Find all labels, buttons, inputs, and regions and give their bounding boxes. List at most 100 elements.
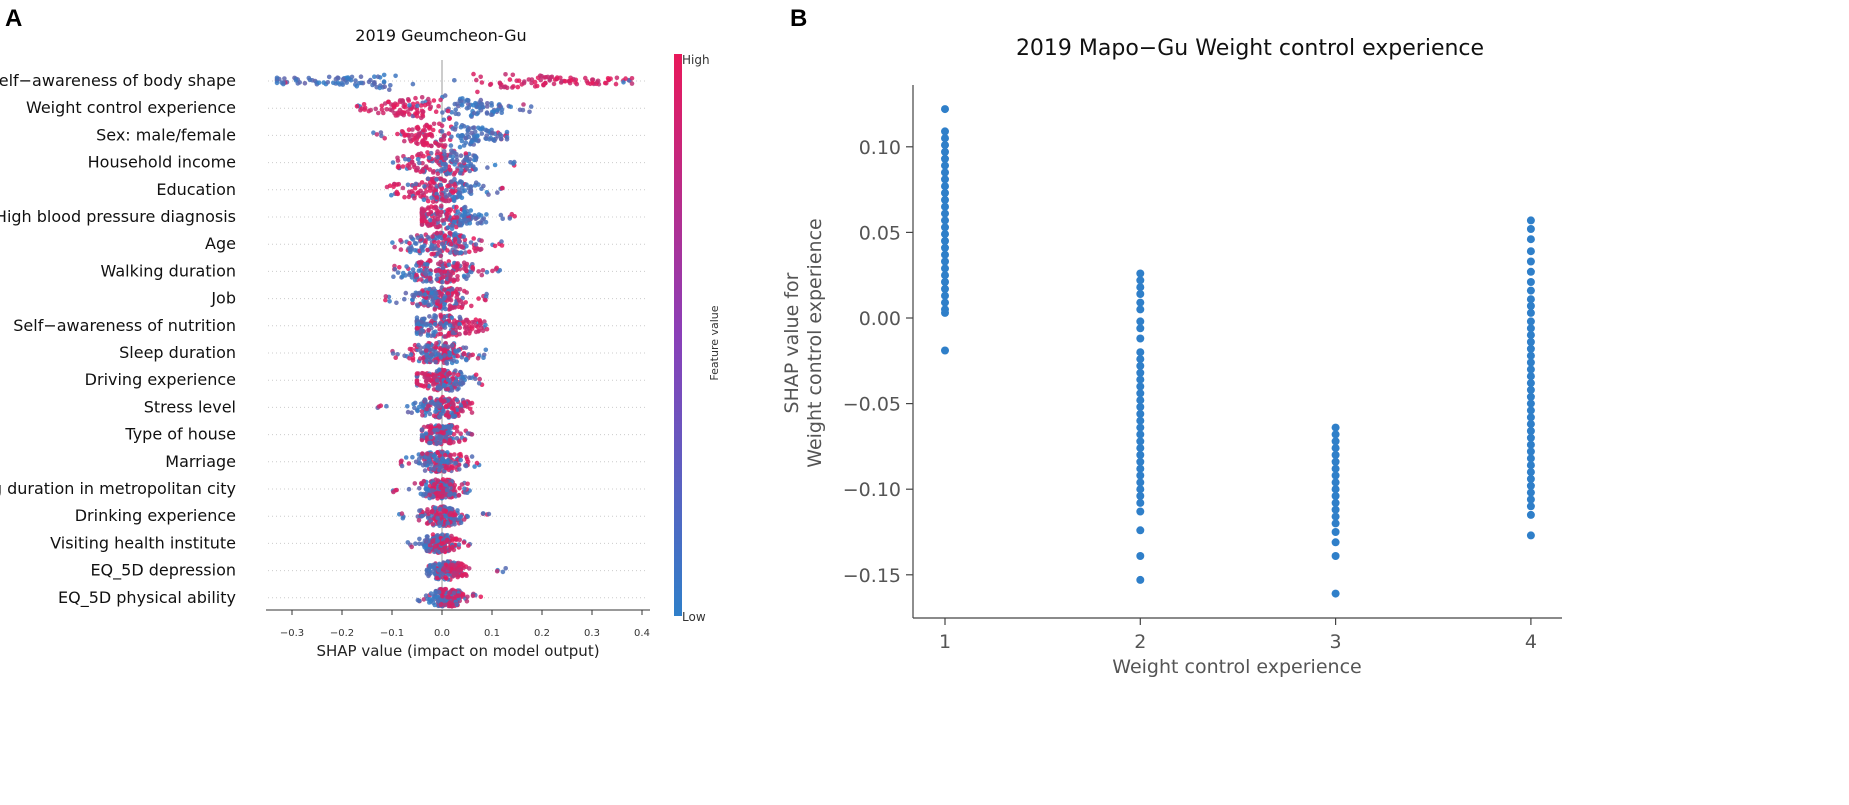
shap-point [439, 241, 445, 247]
beeswarm-points [274, 71, 635, 609]
dependence-point [941, 154, 949, 163]
dependence-point [1331, 589, 1340, 598]
shap-point [445, 183, 450, 189]
shap-point [477, 105, 482, 111]
feature-label: High blood pressure diagnosis [0, 207, 236, 226]
shap-point [422, 243, 427, 248]
shap-point [462, 486, 467, 492]
shap-point [528, 104, 534, 109]
shap-point [504, 137, 510, 142]
shap-point [397, 265, 402, 270]
dependence-point [1331, 492, 1340, 500]
y-tick-label: −0.10 [843, 479, 901, 501]
shap-point [435, 149, 440, 154]
shap-point [480, 268, 486, 273]
shap-point [486, 511, 492, 517]
shap-point [590, 80, 595, 86]
shap-point [451, 322, 457, 327]
feature-row-points [419, 422, 475, 447]
shap-point [495, 190, 500, 195]
shap-point [451, 517, 457, 523]
feature-label: Self−awareness of nutrition [13, 316, 236, 335]
shap-point [429, 424, 434, 430]
dependence-point [1136, 361, 1145, 370]
shap-point [354, 84, 360, 89]
shap-point [433, 329, 438, 335]
shap-point [431, 333, 436, 338]
shap-point [413, 95, 418, 101]
shap-point [629, 76, 635, 81]
dependence-point [1526, 502, 1535, 511]
feature-label: Visiting health institute [50, 533, 236, 552]
shap-point [461, 517, 467, 522]
panel-a-summary-plot: A 2019 Geumcheon-Gu Self−awareness of bo… [0, 5, 721, 660]
shap-point [424, 278, 429, 284]
shap-point [419, 95, 425, 100]
shap-point [467, 331, 472, 336]
shap-point [390, 160, 396, 165]
shap-point [478, 74, 484, 80]
shap-point [458, 124, 464, 130]
shap-point [416, 260, 422, 265]
shap-point [467, 401, 473, 407]
feature-row-points [405, 532, 473, 555]
shap-point [425, 234, 431, 240]
shap-point [435, 216, 441, 222]
shap-point [434, 341, 439, 346]
shap-point [433, 359, 438, 365]
shap-point [435, 515, 440, 521]
shap-point [393, 73, 398, 79]
shap-point [475, 89, 480, 95]
shap-point [422, 545, 427, 550]
shap-point [437, 212, 443, 218]
shap-point [463, 345, 469, 351]
shap-point [437, 303, 443, 309]
dependence-point [1136, 317, 1145, 326]
shap-point [442, 269, 448, 274]
shap-point [461, 351, 466, 357]
shap-point [465, 431, 471, 436]
feature-row-points [391, 258, 503, 285]
shap-point [420, 109, 426, 114]
shap-point [435, 538, 440, 543]
shap-point [461, 234, 466, 239]
shap-point [453, 244, 459, 250]
shap-point [442, 302, 447, 307]
panel-b-y-ticks: 0.10 0.05 0.00 −0.05 −0.10 −0.15 [843, 137, 913, 587]
shap-point [445, 291, 451, 296]
shap-point [424, 219, 429, 224]
shap-point [450, 223, 455, 228]
shap-point [457, 170, 463, 176]
shap-point [484, 133, 490, 138]
shap-point [441, 508, 447, 513]
dependence-point [941, 141, 949, 150]
shap-point [483, 219, 489, 225]
shap-point [452, 170, 458, 176]
shap-point [467, 375, 472, 381]
shap-point [427, 492, 433, 498]
shap-point [487, 137, 492, 142]
feature-row-points [424, 559, 509, 582]
dependence-point [1331, 437, 1340, 446]
shap-point [498, 136, 504, 142]
shap-point [422, 292, 428, 297]
shap-point [434, 273, 440, 278]
shap-point [412, 293, 417, 298]
shap-point [442, 93, 448, 98]
shap-point [477, 247, 483, 253]
shap-point [429, 318, 435, 324]
shap-point [331, 80, 336, 86]
shap-point [402, 133, 407, 138]
shap-point [462, 325, 468, 331]
shap-point [428, 435, 434, 440]
shap-point [444, 459, 450, 464]
dependence-point [1136, 498, 1145, 507]
shap-point [419, 427, 425, 433]
shap-point [424, 358, 429, 364]
shap-point [417, 508, 422, 513]
shap-point [406, 98, 412, 103]
shap-point [438, 436, 444, 442]
shap-point [431, 251, 436, 257]
dependence-point [1136, 389, 1145, 398]
shap-point [454, 382, 459, 387]
